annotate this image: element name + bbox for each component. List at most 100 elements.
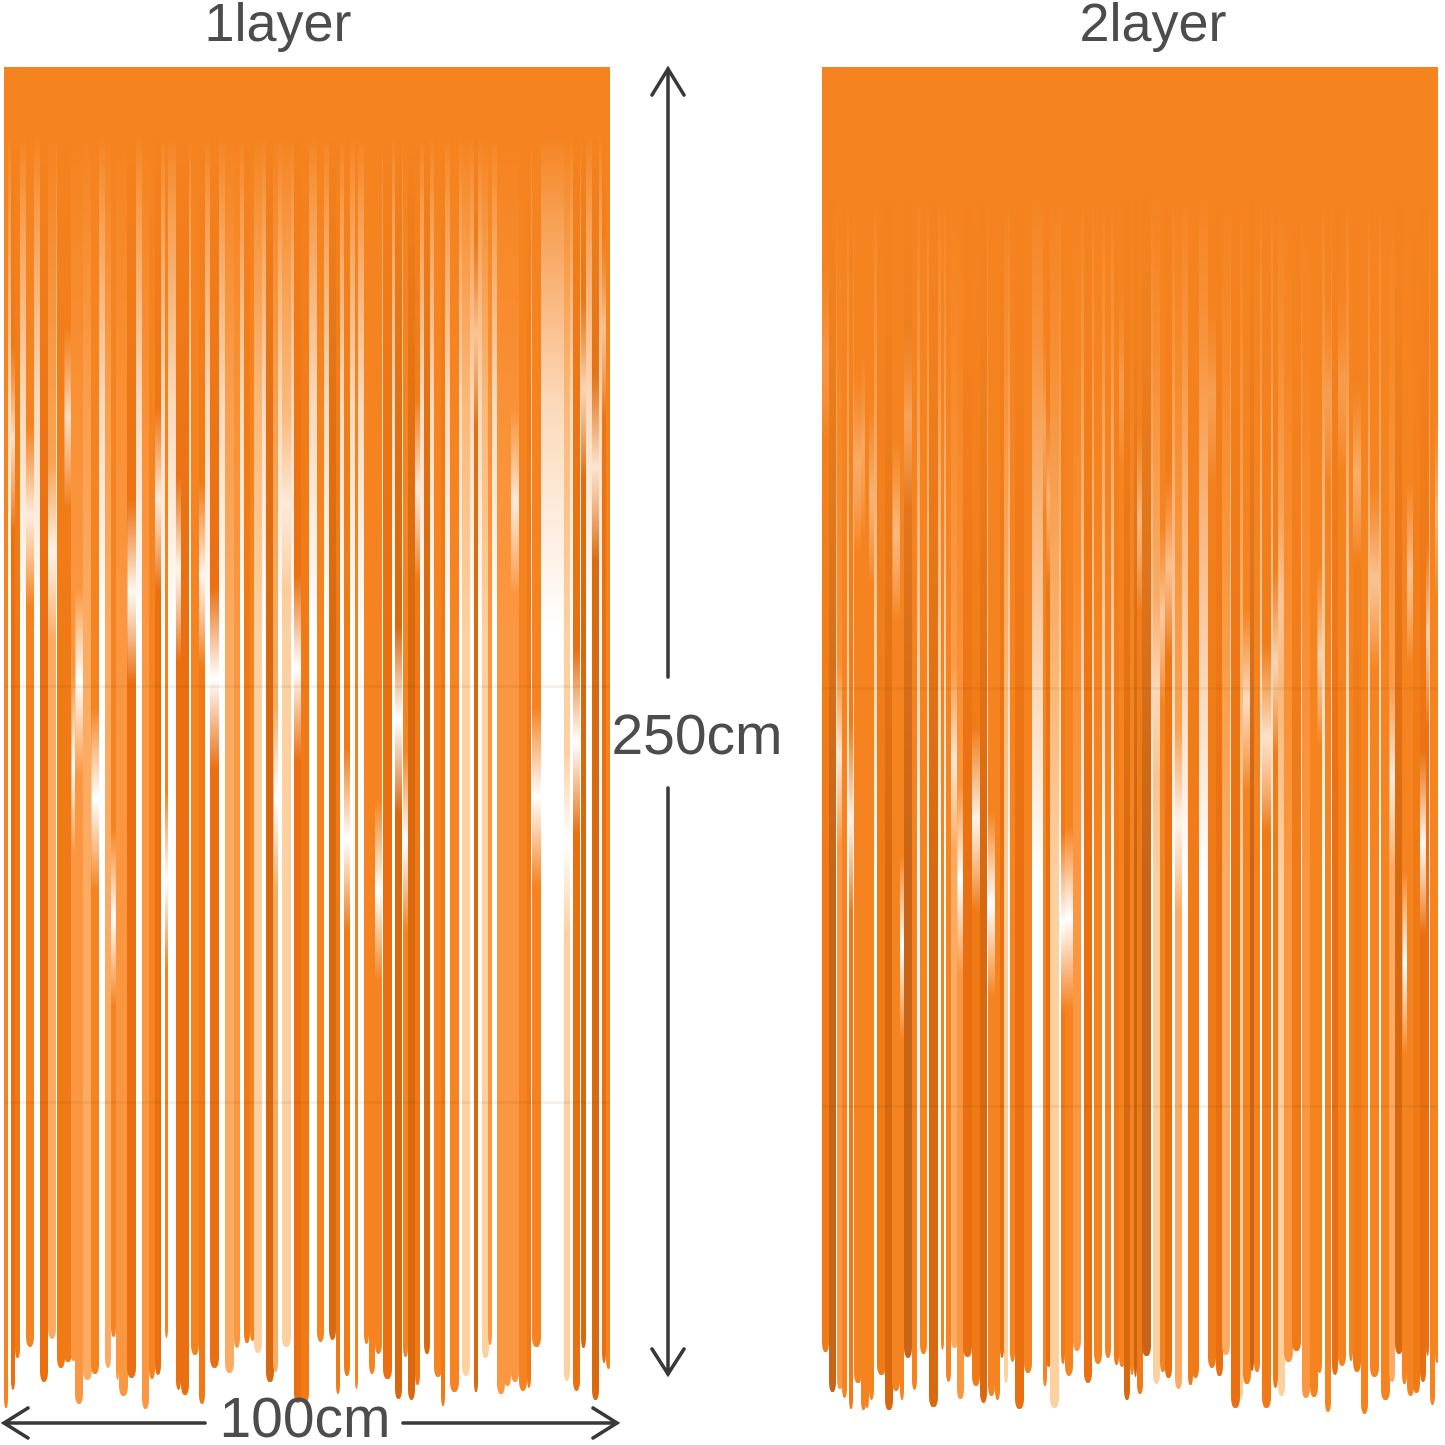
fringe-strand [488,67,493,1345]
fringe-strand [127,67,137,1378]
fringe-strand [395,67,403,1399]
fringe-strand [75,67,84,1404]
fringe-strand [249,67,255,1341]
fringe-strand [1337,67,1347,1366]
width-dimension-label: 100cm [219,1386,391,1445]
fringe-strand [526,67,531,1388]
fringe-strand [4,67,8,1408]
fringe-strand [462,67,471,1376]
fringe-strand [497,67,505,1394]
fringe-strand [868,67,875,1400]
curtain-label-1layer: 1layer [204,0,352,53]
fringe-strand [1142,67,1151,1356]
fringe-strand [407,67,416,1400]
fringe-strand [1231,67,1240,1408]
fringe-strand [1023,67,1032,1373]
fringe-strand [57,67,65,1368]
fringe-strand [1419,67,1426,1382]
fringe-strand [354,67,359,1389]
fringe-strand [532,67,541,1347]
fringe-strand [1192,67,1200,1378]
fringe-strand [848,67,853,1409]
fringe-strand [581,67,586,1348]
width-arrowhead-right-icon [591,1406,621,1440]
fringe-strand [441,67,445,1406]
fringe-strand [903,67,913,1358]
curtain-2layer [822,67,1438,1415]
fringe-strand [148,67,155,1379]
fringe-strand [1165,67,1172,1378]
fringe-strand [1262,67,1271,1408]
fringe-strand [1093,67,1102,1364]
fringe-strand [91,67,100,1374]
fringe-strand [1222,67,1231,1355]
fringe-strand [233,67,240,1348]
fringe-strand [244,67,250,1343]
fringe-strand [210,67,220,1368]
fringe-strand [39,67,49,1382]
height-arrowhead-top-icon [650,65,686,97]
fringe-strand [963,67,973,1357]
fringe-strand [154,67,162,1375]
width-arrowhead-left-icon [0,1406,30,1440]
fringe-strand [1425,67,1430,1356]
fringe-strand [1370,67,1380,1377]
fringe-strand [842,67,848,1398]
height-arrowhead-bottom-icon [650,1347,686,1378]
fringe-strand [473,67,478,1392]
fringe-strand [282,67,291,1347]
fringe-strand [504,67,511,1386]
fringe-strand [363,67,370,1344]
fringe-strand [1292,67,1301,1351]
fringe-strand [482,67,489,1358]
fringe-strand [822,67,829,1352]
fringe-strand [433,67,442,1377]
fringe-strand [940,67,945,1350]
fringe-strand [118,67,128,1396]
fringe-strand [1174,67,1183,1389]
fringe-strand [979,67,988,1403]
height-dimension-label: 250cm [611,703,783,767]
fringe-strand [266,67,274,1382]
fringe-strand [273,67,279,1372]
fringe-strand [301,67,310,1403]
fringe-strand [1352,67,1361,1372]
fringe-strand [592,67,599,1400]
fringe-strand [47,67,57,1339]
fringe-strand [510,67,519,1382]
fringe-strand [10,67,16,1390]
fringe-strand [415,67,421,1385]
fringe-strand [403,67,409,1357]
fringe-strand [71,67,76,1361]
fringe-strand [1207,67,1217,1368]
fringe-strand [424,67,431,1354]
fringe-strand [198,67,205,1404]
curtain-1layer [4,67,610,1410]
fringe-strand [1105,67,1111,1358]
fringe-strand [911,67,918,1390]
fringe-strand [1073,67,1082,1351]
curtain-label-2layer: 2layer [1079,0,1227,53]
fringe-strand [164,67,169,1338]
fringe-strand [343,67,350,1376]
fringe-strand [1004,67,1008,1383]
fringe-strand [368,67,376,1374]
fringe-strand [606,67,610,1369]
fringe-strand [115,67,120,1380]
fringe-strand [1317,67,1323,1373]
fringe-strand [1015,67,1024,1409]
fringe-strand [1064,67,1074,1376]
fringe-strand [83,67,92,1380]
fringe-strand [328,67,337,1340]
fringe-strand [920,67,927,1354]
fringe-strand [191,67,200,1355]
fringe-strand [293,67,302,1403]
fringe-strand [876,67,886,1375]
fringe-strand [1434,67,1438,1363]
fringe-strand [15,67,20,1358]
fringe-strand [26,67,35,1347]
fringe-strand [254,67,263,1353]
fringe-strand [64,67,72,1362]
fringe-strand [336,67,341,1394]
